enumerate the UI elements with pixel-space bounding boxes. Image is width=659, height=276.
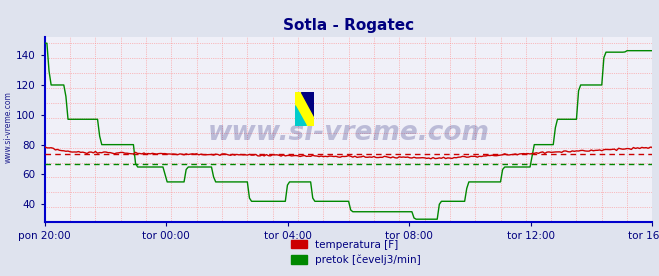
Legend: temperatura [F], pretok [čevelj3/min]: temperatura [F], pretok [čevelj3/min] [287,235,425,269]
Polygon shape [295,106,306,126]
Polygon shape [301,92,314,116]
Text: www.si-vreme.com: www.si-vreme.com [208,120,490,147]
Text: www.si-vreme.com: www.si-vreme.com [3,91,13,163]
Title: Sotla - Rogatec: Sotla - Rogatec [283,18,414,33]
